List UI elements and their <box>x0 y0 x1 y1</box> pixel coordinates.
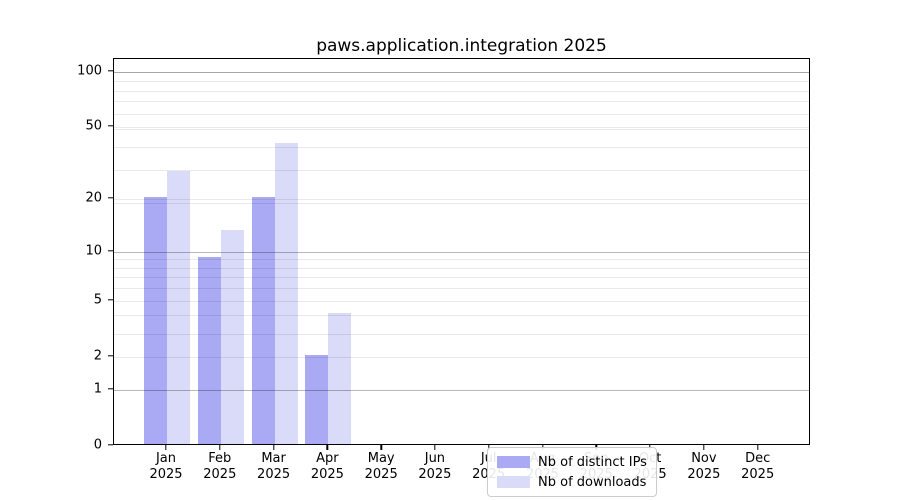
y-tick-mark-1 <box>108 388 113 390</box>
y-tick-label-20: 20 <box>85 190 102 206</box>
legend-label-distinct-ips: Nb of distinct IPs <box>538 454 647 470</box>
gridline-major-10 <box>114 251 809 253</box>
gridline-minor-99 <box>114 72 809 74</box>
y-tick-label-1: 1 <box>93 381 102 397</box>
gridline-minor-39 <box>114 146 809 148</box>
y-tick-label-0: 0 <box>93 437 102 453</box>
gridline-minor-59 <box>114 113 809 115</box>
bar-downloads-mar <box>274 142 298 444</box>
gridline-minor-69 <box>114 101 809 103</box>
legend-entry-downloads: Nb of downloads <box>497 475 647 490</box>
x-tick-label-mar: Mar 2025 <box>257 451 291 482</box>
y-tick-mark-100 <box>108 69 113 72</box>
y-tick-label-50: 50 <box>85 118 102 134</box>
x-tick-mark-may <box>380 445 382 450</box>
x-tick-label-feb: Feb 2025 <box>203 451 237 482</box>
x-tick-mark-apr <box>326 445 329 450</box>
gridline-minor-19 <box>114 203 809 204</box>
plot-area: Nb of distinct IPs Nb of downloads <box>113 58 810 497</box>
legend-label-downloads: Nb of downloads <box>538 474 647 490</box>
x-tick-label-may: May 2025 <box>364 451 398 482</box>
gridline-minor-79 <box>114 90 809 92</box>
x-tick-label-nov: Nov 2025 <box>687 451 721 482</box>
bar-downloads-feb <box>220 229 244 444</box>
distinct-ips-swatch-icon <box>497 456 530 468</box>
bar-distinct-ips-mar <box>251 197 275 444</box>
x-tick-label-apr: Apr 2025 <box>310 451 344 482</box>
x-tick-mark-mar <box>272 445 275 450</box>
y-tick-label-5: 5 <box>93 292 102 308</box>
legend-entry-distinct-ips: Nb of distinct IPs <box>497 455 647 470</box>
y-tick-mark-2 <box>108 355 113 357</box>
gridline-minor-89 <box>114 81 809 82</box>
x-tick-mark-nov <box>703 445 705 450</box>
y-tick-mark-10 <box>108 249 113 252</box>
gridline-major-100 <box>114 71 809 73</box>
y-tick-mark-20 <box>108 197 113 199</box>
gridline-minor-50 <box>114 127 809 128</box>
x-tick-mark-dec <box>756 445 759 450</box>
legend: Nb of distinct IPs Nb of downloads <box>487 447 657 497</box>
bar-downloads-apr <box>328 313 352 444</box>
x-tick-mark-jun <box>434 445 436 450</box>
x-tick-label-jun: Jun 2025 <box>418 451 452 482</box>
y-tick-mark-5 <box>108 298 113 301</box>
x-tick-mark-jan <box>165 445 167 450</box>
y-tick-label-10: 10 <box>85 243 102 258</box>
downloads-swatch-icon <box>497 476 530 488</box>
gridline-minor-49 <box>114 128 809 130</box>
y-tick-label-100: 100 <box>77 63 102 79</box>
x-tick-label-jan: Jan 2025 <box>149 451 183 482</box>
bar-downloads-jan <box>167 170 190 444</box>
x-tick-label-dec: Dec 2025 <box>741 451 775 482</box>
bar-distinct-ips-apr <box>305 354 329 444</box>
chart-title: paws.application.integration 2025 <box>316 36 607 56</box>
y-tick-mark-0 <box>108 444 113 446</box>
gridline-minor-20 <box>114 199 809 200</box>
x-tick-mark-feb <box>219 445 221 450</box>
bar-distinct-ips-jan <box>144 197 167 444</box>
y-tick-label-2: 2 <box>93 348 102 364</box>
bar-distinct-ips-feb <box>197 257 221 444</box>
gridline-minor-29 <box>114 170 809 172</box>
y-tick-mark-50 <box>108 125 113 127</box>
